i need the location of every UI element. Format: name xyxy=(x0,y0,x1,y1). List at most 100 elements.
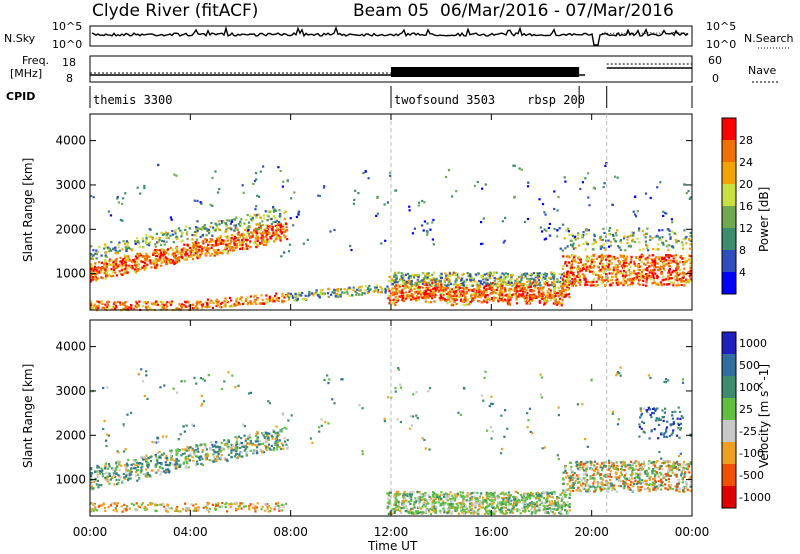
heatmap-cell xyxy=(197,243,200,247)
heatmap-cell xyxy=(473,288,476,291)
heatmap-cell xyxy=(573,266,576,269)
heatmap-cell xyxy=(151,236,154,239)
heatmap-cell xyxy=(94,273,97,276)
heatmap-cell xyxy=(635,215,638,218)
heatmap-cell xyxy=(448,272,452,275)
heatmap-cell xyxy=(112,260,115,263)
heatmap-cell xyxy=(564,279,567,282)
heatmap-cell xyxy=(323,185,326,188)
heatmap-cell xyxy=(196,229,199,232)
heatmap-cell xyxy=(570,284,574,287)
heatmap-cell xyxy=(544,283,547,286)
heatmap-cell xyxy=(116,250,119,253)
heatmap-cell xyxy=(93,277,97,280)
heatmap-cell xyxy=(538,299,541,303)
heatmap-cell xyxy=(685,278,688,281)
heatmap-cell xyxy=(296,298,299,301)
heatmap-cell xyxy=(224,443,227,446)
heatmap-cell xyxy=(645,278,648,281)
heatmap-cell xyxy=(129,477,132,480)
cpid-segment-label: rbsp 200 xyxy=(527,93,585,107)
heatmap-cell xyxy=(515,294,518,297)
heatmap-cell xyxy=(651,260,655,263)
heatmap-cell xyxy=(157,253,160,256)
heatmap-cell xyxy=(116,197,119,200)
heatmap-cell xyxy=(146,301,149,304)
heatmap-cell xyxy=(278,509,281,512)
heatmap-cell xyxy=(521,283,524,286)
heatmap-cell xyxy=(594,241,597,244)
heatmap-cell xyxy=(402,495,405,498)
heatmap-cell xyxy=(163,251,166,254)
heatmap-cell xyxy=(667,248,670,252)
heatmap-cell xyxy=(196,220,199,223)
heatmap-cell xyxy=(205,448,208,451)
heatmap-cell xyxy=(180,255,183,258)
heatmap-cell xyxy=(201,305,204,308)
heatmap-cell xyxy=(128,264,131,267)
heatmap-cell xyxy=(255,213,258,216)
heatmap-cell xyxy=(195,242,198,245)
heatmap-cell xyxy=(274,216,277,219)
heatmap-cell xyxy=(545,281,548,284)
heatmap-cell xyxy=(472,289,475,292)
heatmap-cell xyxy=(154,250,157,253)
heatmap-cell xyxy=(187,466,190,469)
heatmap-cell xyxy=(255,216,258,219)
heatmap-cell xyxy=(127,255,130,258)
heatmap-cell xyxy=(422,279,425,282)
heatmap-cell xyxy=(239,222,243,225)
heatmap-cell xyxy=(274,220,277,223)
heatmap-cell xyxy=(441,292,444,295)
heatmap-cell xyxy=(469,278,472,281)
heatmap-cell xyxy=(453,300,456,304)
heatmap-cell xyxy=(520,287,524,290)
heatmap-cell xyxy=(145,307,148,310)
heatmap-cell xyxy=(498,284,502,287)
heatmap-cell xyxy=(395,293,399,296)
heatmap-cell xyxy=(429,512,433,516)
heatmap-cell xyxy=(579,283,582,286)
heatmap-cell xyxy=(281,231,284,234)
heatmap-cell xyxy=(176,250,179,253)
heatmap-cell xyxy=(611,233,615,236)
heatmap-cell xyxy=(136,479,139,482)
heatmap-cell xyxy=(534,284,537,287)
heatmap-cell xyxy=(568,266,571,269)
heatmap-cell xyxy=(202,225,205,229)
heatmap-cell xyxy=(599,260,603,263)
heatmap-cell xyxy=(573,281,576,284)
heatmap-cell xyxy=(215,446,218,449)
heatmap-cell xyxy=(629,283,632,286)
heatmap-cell xyxy=(428,289,431,292)
heatmap-cell xyxy=(428,510,431,513)
heatmap-cell xyxy=(615,234,618,237)
heatmap-cell xyxy=(422,277,425,280)
heatmap-cell xyxy=(559,282,562,285)
heatmap-cell xyxy=(103,247,106,250)
heatmap-cell xyxy=(401,276,404,279)
heatmap-cell xyxy=(399,284,402,287)
heatmap-cell xyxy=(306,238,309,241)
heatmap-cell xyxy=(461,282,464,285)
heatmap-cell xyxy=(196,226,199,229)
heatmap-cell xyxy=(548,296,552,299)
heatmap-cell xyxy=(160,471,163,474)
heatmap-cell xyxy=(164,471,167,474)
heatmap-cell xyxy=(239,220,242,223)
heatmap-cell xyxy=(449,300,452,303)
heatmap-cell xyxy=(423,498,426,501)
heatmap-cell xyxy=(200,202,203,205)
heatmap-cell xyxy=(540,296,543,299)
heatmap-cell xyxy=(163,303,166,307)
heatmap-cell xyxy=(674,261,677,264)
heatmap-cell xyxy=(497,293,500,296)
heatmap-cell xyxy=(161,303,164,306)
heatmap-cell xyxy=(628,263,631,266)
heatmap-cell xyxy=(469,275,472,278)
heatmap-cell xyxy=(644,236,647,239)
heatmap-cell xyxy=(557,196,560,199)
heatmap-cell xyxy=(587,267,591,270)
heatmap-cell xyxy=(402,280,405,284)
heatmap-cell xyxy=(434,280,437,284)
